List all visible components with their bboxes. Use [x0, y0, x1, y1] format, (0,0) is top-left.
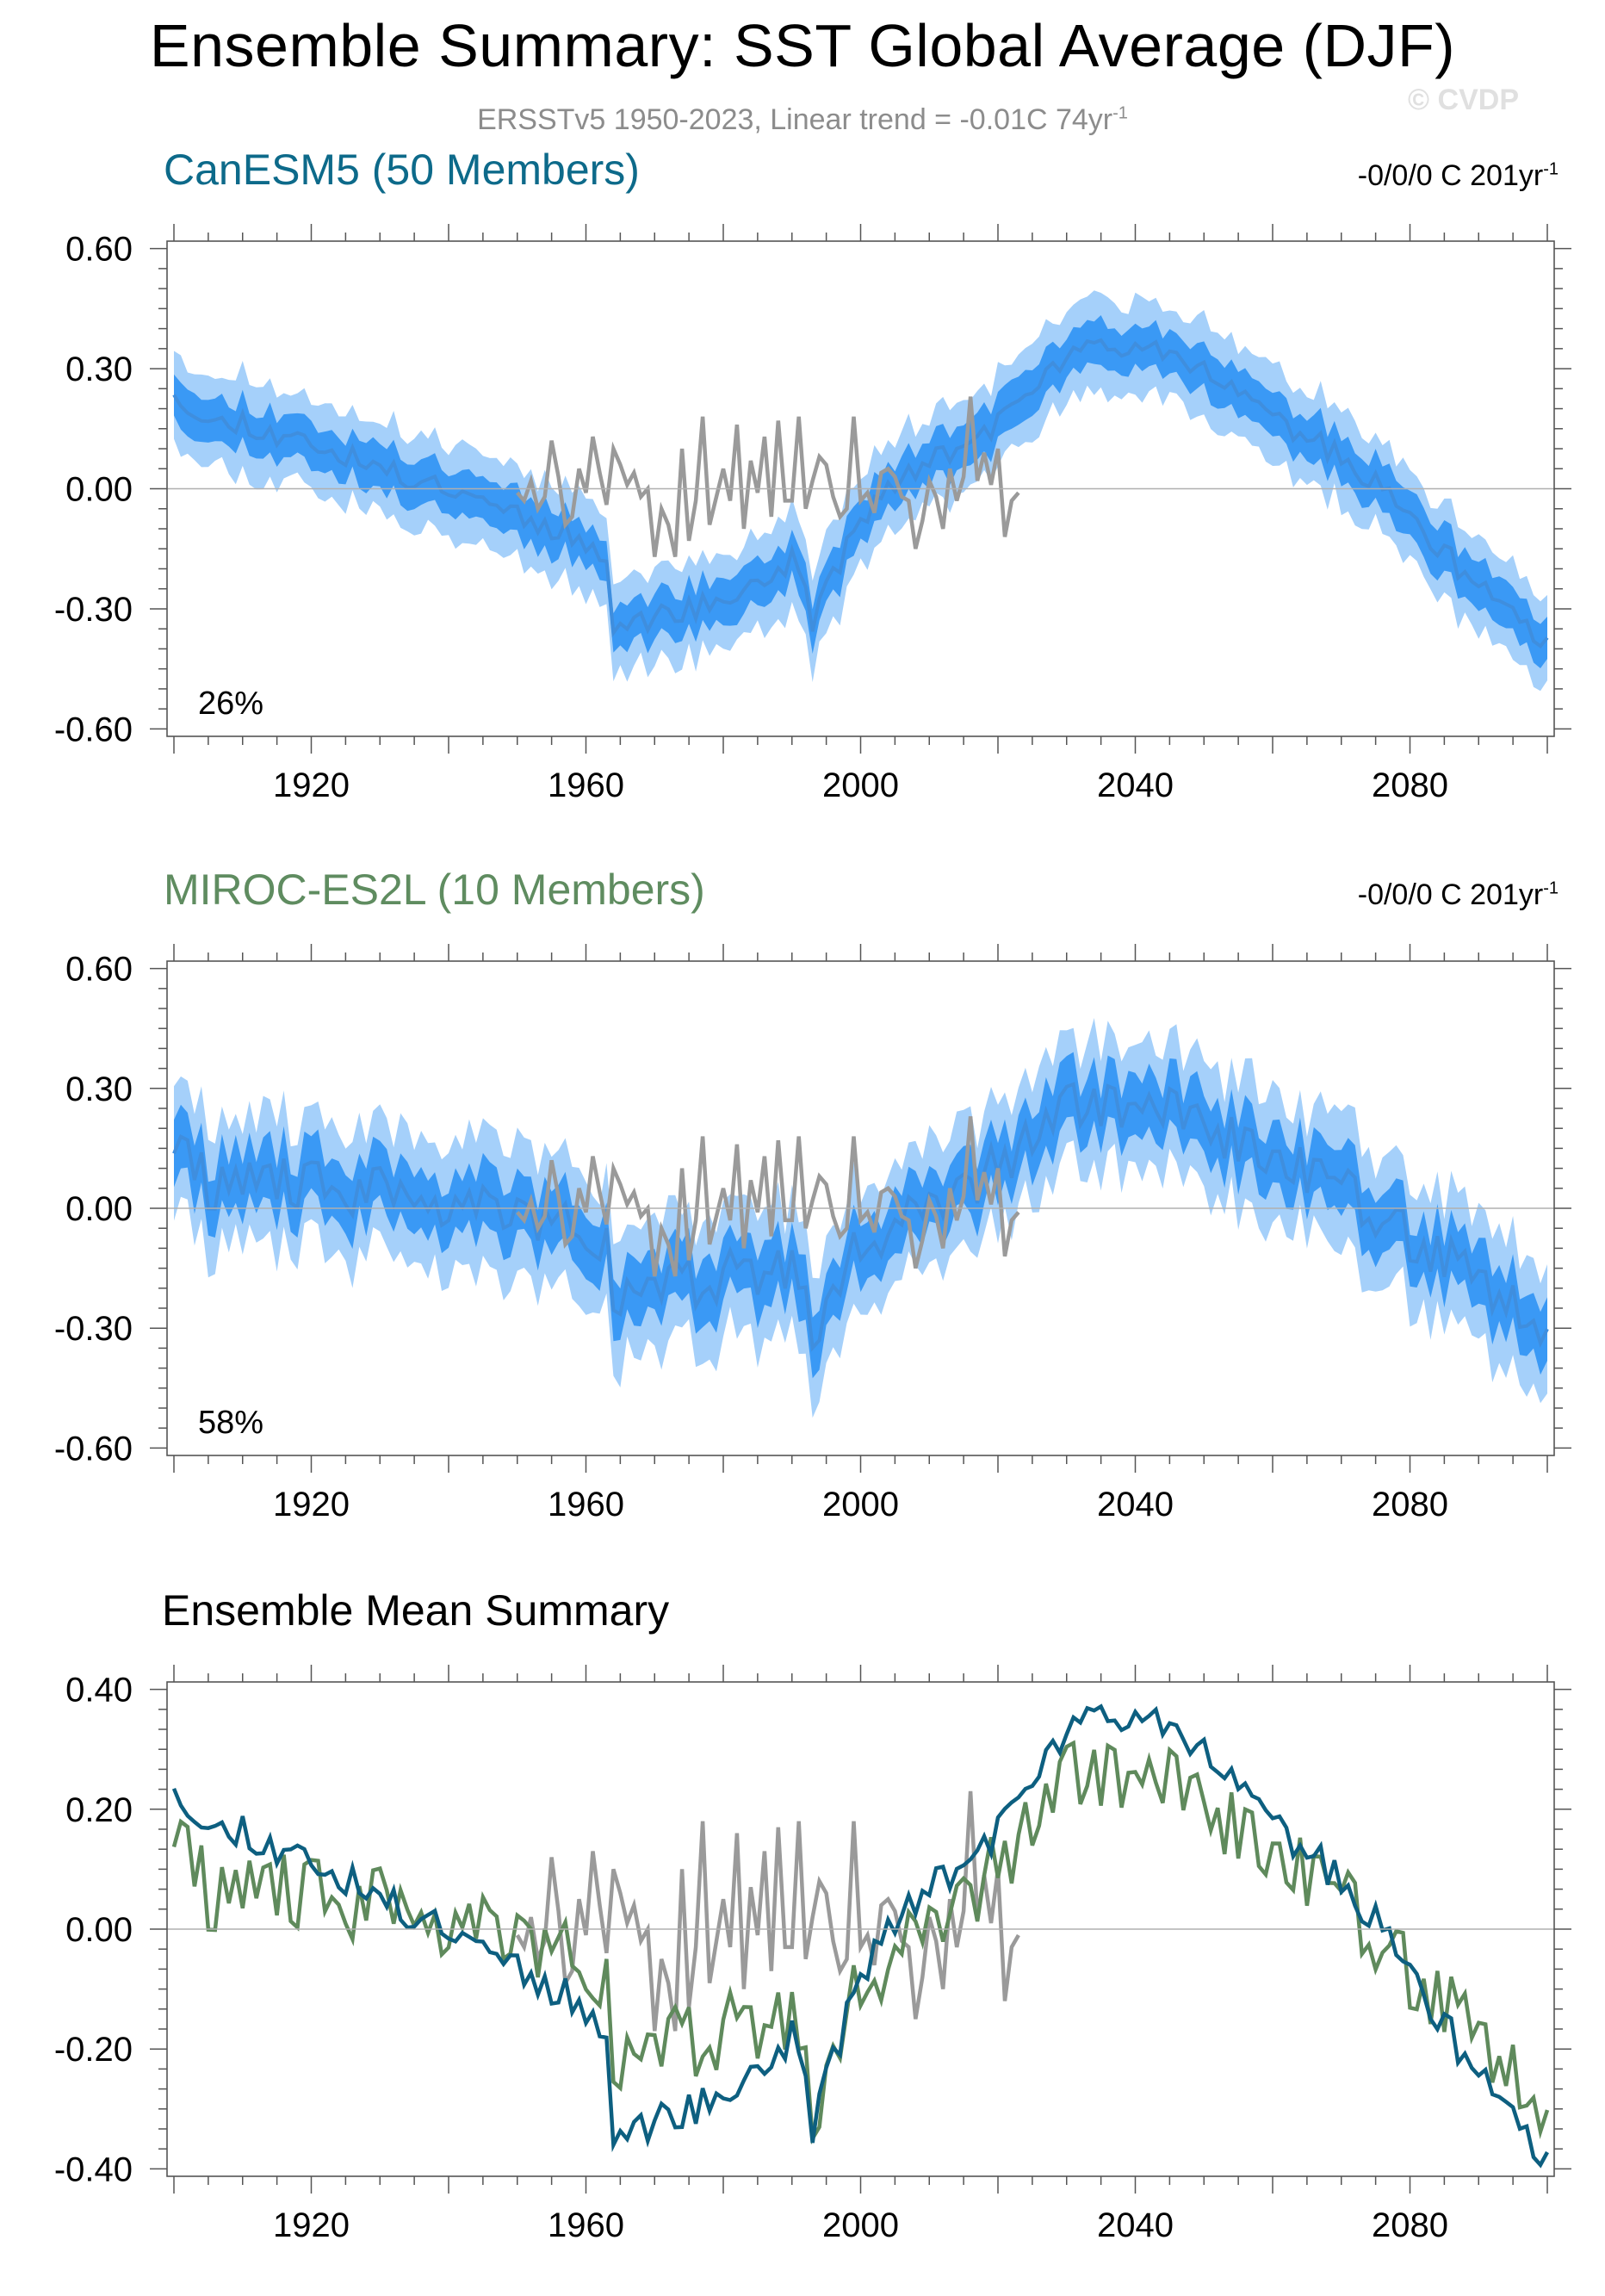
miroc-trend-exponent: -1: [1543, 878, 1559, 898]
canesm-y-tick-label: 0.00: [65, 471, 133, 509]
canesm-percent-label: 26%: [198, 686, 263, 722]
miroc-x-tick-label: 2040: [1097, 1486, 1174, 1523]
summary-x-tick-label: 2040: [1097, 2206, 1174, 2244]
canesm-x-tick-label: 1960: [548, 766, 624, 804]
canesm-axes: 1920 1960 2000 2040 2080 0.60 0.30 0.00 -0.30 -0.…: [54, 224, 1571, 804]
miroc-x-tick-label: 2000: [822, 1486, 899, 1523]
copyright-watermark: © CVDP: [1408, 84, 1519, 116]
miroc-percent-label: 58%: [198, 1405, 263, 1441]
miroc-spread-outer-band: [174, 1018, 1547, 1418]
summary-y-tick-label: -0.40: [54, 2150, 133, 2188]
ensemble-mean-panel-title: Ensemble Mean Summary: [162, 1586, 670, 1635]
miroc-y-tick-label: 0.60: [65, 951, 133, 989]
miroc-x-tick-label: 2080: [1372, 1486, 1448, 1523]
miroc-y-tick-label: 0.30: [65, 1070, 133, 1108]
canesm-y-tick-label: 0.30: [65, 351, 133, 388]
canesm-frame: [166, 240, 1555, 737]
miroc-y-tick-label: -0.30: [54, 1310, 133, 1348]
canesm-ensemble-mean-line: [172, 338, 1549, 649]
miroc-trend-label: -0/0/0 C 201yr-1: [1358, 878, 1559, 912]
canesm-x-tick-label: 2040: [1097, 766, 1174, 804]
summary-miroc-line: [171, 1740, 1550, 2145]
miroc-y-tick-label: -0.60: [54, 1430, 133, 1468]
subtitle-exponent: -1: [1112, 103, 1128, 123]
canesm-observed-line: [516, 396, 1020, 557]
miroc-spread-inner-band: [174, 1052, 1547, 1379]
summary-y-tick-label: 0.40: [65, 1672, 133, 1710]
summary-canesm-line: [171, 1703, 1549, 2169]
summary-y-tick-label: 0.20: [65, 1791, 133, 1829]
miroc-ensemble-mean-line: [172, 1082, 1549, 1352]
miroc-x-tick-label: 1920: [273, 1486, 350, 1523]
subtitle: ERSSTv5 1950-2023, Linear trend = -0.01C…: [0, 103, 1605, 137]
canesm-spread-inner-band: [174, 315, 1547, 668]
miroc-axes: 1920 1960 2000 2040 2080 0.60 0.30 0.00 -0.30 -0.…: [54, 944, 1571, 1523]
subtitle-text: ERSSTv5 1950-2023, Linear trend = -0.01C…: [477, 103, 1113, 136]
summary-y-tick-label: -0.20: [54, 2031, 133, 2069]
miroc-panel-title: MIROC-ES2L (10 Members): [164, 866, 705, 914]
canesm-trend-exponent: -1: [1543, 159, 1559, 179]
miroc-x-tick-label: 1960: [548, 1486, 624, 1523]
canesm-trend-label: -0/0/0 C 201yr-1: [1358, 159, 1559, 193]
summary-x-tick-label: 2080: [1372, 2206, 1448, 2244]
summary-x-tick-label: 1960: [548, 2206, 624, 2244]
canesm-trend-text: -0/0/0 C 201yr: [1357, 159, 1544, 192]
summary-frame: [166, 1681, 1555, 2177]
canesm-x-tick-label: 1920: [273, 766, 350, 804]
canesm-panel-title: CanESM5 (50 Members): [164, 146, 640, 194]
canesm-y-tick-label: -0.60: [54, 711, 133, 748]
canesm-x-tick-label: 2000: [822, 766, 899, 804]
canesm-y-tick-label: 0.60: [65, 231, 133, 269]
canesm-x-tick-label: 2080: [1372, 766, 1448, 804]
summary-axes: 1920 1960 2000 2040 2080 0.40 0.20 0.00 -0.20 -0.…: [54, 1665, 1571, 2244]
main-title: Ensemble Summary: SST Global Average (DJ…: [149, 12, 1456, 79]
miroc-observed-line: [516, 1116, 1020, 1277]
miroc-y-tick-label: 0.00: [65, 1190, 133, 1228]
summary-x-tick-label: 1920: [273, 2206, 350, 2244]
summary-x-tick-label: 2000: [822, 2206, 899, 2244]
summary-y-tick-label: 0.00: [65, 1911, 133, 1949]
canesm-y-tick-label: -0.30: [54, 591, 133, 629]
summary-observed-line: [515, 1790, 1020, 2032]
canesm-spread-outer-band: [174, 290, 1547, 692]
miroc-trend-text: -0/0/0 C 201yr: [1357, 878, 1544, 911]
miroc-frame: [166, 960, 1555, 1456]
